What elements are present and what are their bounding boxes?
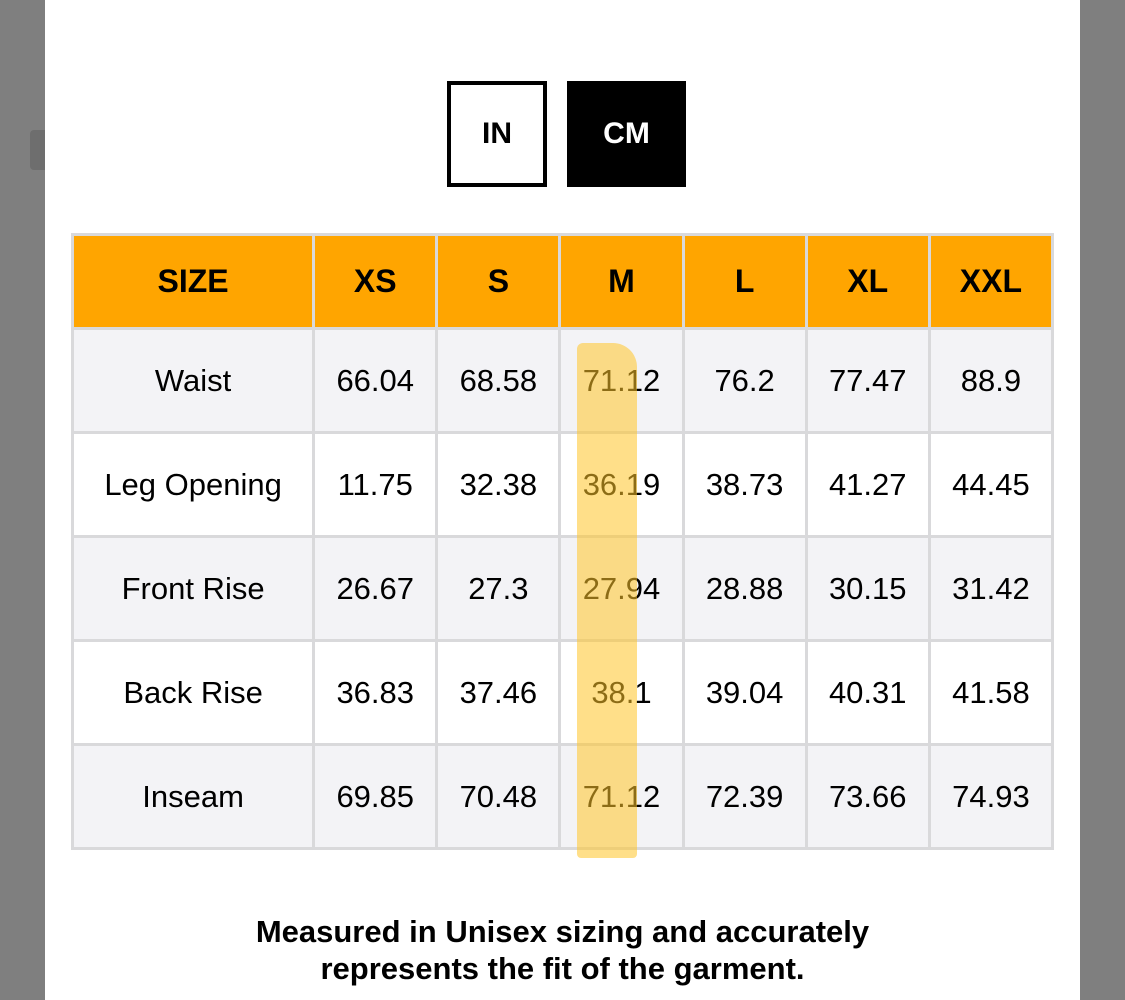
row-label: Inseam — [70, 743, 316, 850]
header-l: L — [681, 233, 808, 330]
footnote-line-2: represents the fit of the garment. — [320, 951, 805, 986]
table-cell: 44.45 — [927, 431, 1055, 538]
table-cell: 31.42 — [927, 535, 1055, 642]
header-xxl: XXL — [927, 233, 1055, 330]
header-xl: XL — [804, 233, 931, 330]
table-cell: 27.94 — [558, 535, 685, 642]
table-cell: 76.2 — [681, 327, 808, 434]
table-row-inseam: Inseam 69.85 70.48 71.12 72.39 73.66 74.… — [70, 743, 1055, 850]
table-cell: 69.85 — [312, 743, 439, 850]
table-cell: 11.75 — [312, 431, 439, 538]
table-cell: 66.04 — [312, 327, 439, 434]
size-chart-table: SIZE XS S M L XL XXL Waist 66.04 68.58 7… — [70, 233, 1055, 850]
table-row-back-rise: Back Rise 36.83 37.46 38.1 39.04 40.31 4… — [70, 639, 1055, 746]
table-cell: 27.3 — [435, 535, 562, 642]
table-cell: 77.47 — [804, 327, 931, 434]
table-cell: 88.9 — [927, 327, 1055, 434]
table-cell: 36.19 — [558, 431, 685, 538]
table-cell: 68.58 — [435, 327, 562, 434]
table-cell: 36.83 — [312, 639, 439, 746]
unit-cm-button[interactable]: CM — [567, 81, 686, 187]
header-size: SIZE — [70, 233, 316, 330]
table-cell: 38.1 — [558, 639, 685, 746]
table-cell: 70.48 — [435, 743, 562, 850]
unit-in-button[interactable]: IN — [447, 81, 547, 187]
table-cell: 71.12 — [558, 327, 685, 434]
table-cell: 40.31 — [804, 639, 931, 746]
table-cell: 26.67 — [312, 535, 439, 642]
row-label: Back Rise — [70, 639, 316, 746]
table-row-waist: Waist 66.04 68.58 71.12 76.2 77.47 88.9 — [70, 327, 1055, 434]
table-row-leg-opening: Leg Opening 11.75 32.38 36.19 38.73 41.2… — [70, 431, 1055, 538]
row-label: Waist — [70, 327, 316, 434]
table-cell: 72.39 — [681, 743, 808, 850]
header-xs: XS — [312, 233, 439, 330]
table-row-front-rise: Front Rise 26.67 27.3 27.94 28.88 30.15 … — [70, 535, 1055, 642]
table-cell: 71.12 — [558, 743, 685, 850]
table-cell: 28.88 — [681, 535, 808, 642]
table-cell: 32.38 — [435, 431, 562, 538]
footnote-line-1: Measured in Unisex sizing and accurately — [255, 914, 870, 949]
table-cell: 74.93 — [927, 743, 1055, 850]
table-cell: 30.15 — [804, 535, 931, 642]
row-label: Leg Opening — [70, 431, 316, 538]
unit-toggle: IN CM — [447, 81, 686, 187]
header-s: S — [435, 233, 562, 330]
table-header-row: SIZE XS S M L XL XXL — [70, 233, 1055, 330]
row-label: Front Rise — [70, 535, 316, 642]
table-cell: 37.46 — [435, 639, 562, 746]
header-m: M — [558, 233, 685, 330]
table-cell: 73.66 — [804, 743, 931, 850]
footnote: Measured in Unisex sizing and accurately… — [200, 913, 925, 987]
table-cell: 41.58 — [927, 639, 1055, 746]
table-cell: 39.04 — [681, 639, 808, 746]
table-cell: 38.73 — [681, 431, 808, 538]
table-cell: 41.27 — [804, 431, 931, 538]
background-edge — [30, 130, 45, 170]
